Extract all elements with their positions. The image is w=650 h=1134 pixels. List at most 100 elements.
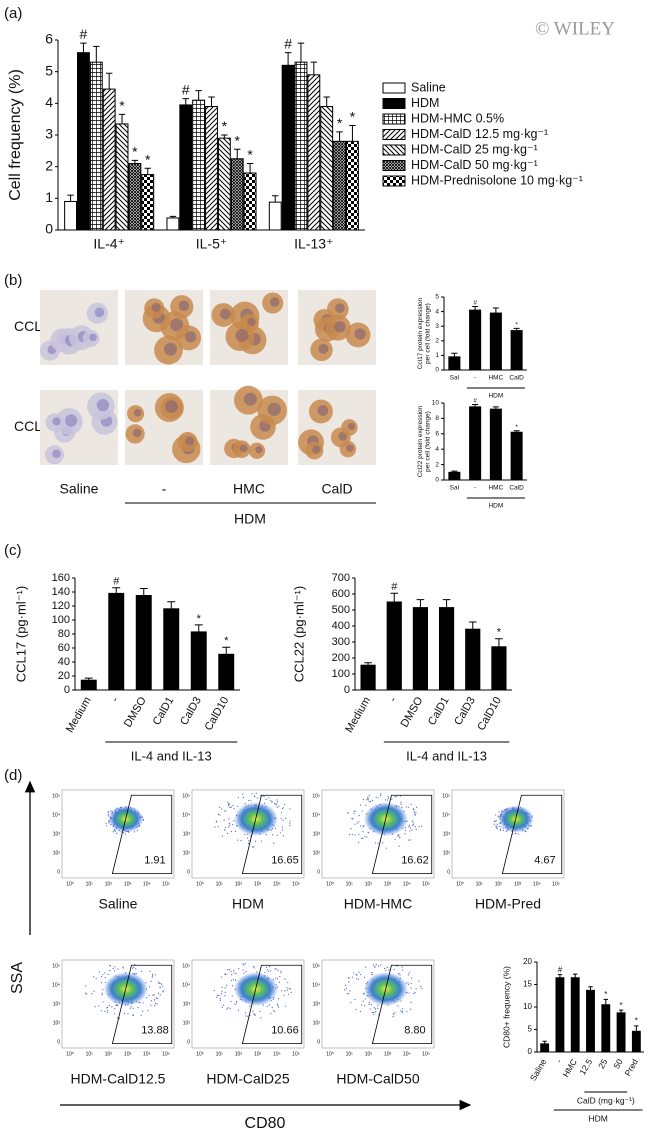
event: [368, 800, 370, 802]
event: [399, 974, 401, 976]
y-tick-label: 0: [64, 684, 70, 696]
event: [242, 796, 245, 798]
event: [404, 827, 407, 829]
event: [155, 997, 157, 999]
nucleus: [267, 402, 281, 416]
flow-x-tick: 10²: [495, 881, 503, 887]
event: [386, 799, 388, 801]
event: [282, 835, 284, 837]
event: [215, 821, 217, 823]
y-tick-label: 2: [435, 338, 439, 345]
event: [219, 806, 221, 809]
nucleus: [89, 333, 97, 342]
event: [157, 981, 159, 983]
significance-marker: #: [391, 581, 398, 593]
event: [358, 833, 360, 835]
event: [284, 978, 286, 980]
event: [100, 1010, 103, 1012]
gate: [241, 964, 303, 1044]
event: [101, 992, 103, 994]
flow-y-label: SSA: [9, 962, 26, 994]
event: [219, 997, 221, 999]
gate-value: 13.88: [141, 1024, 169, 1036]
event: [218, 813, 220, 815]
bar: [570, 977, 580, 1053]
flow-x-tick: 10²: [235, 881, 243, 887]
error-bar: [618, 1009, 624, 1013]
y-tick-label: 0: [435, 367, 439, 374]
event: [276, 799, 278, 801]
flow-x-tick: 10¹: [346, 1051, 354, 1057]
event: [132, 967, 134, 969]
event: [499, 828, 502, 830]
flow-label: Saline: [99, 896, 138, 912]
event: [354, 810, 356, 812]
event: [243, 972, 245, 974]
event: [371, 973, 373, 976]
flow-x-tick: 10⁴: [533, 881, 541, 887]
significance-marker: #: [558, 965, 563, 974]
y-tick-label: 20: [58, 670, 70, 682]
flow-x-tick: 10⁰: [196, 1051, 204, 1057]
event: [152, 975, 154, 977]
error-bar: [442, 599, 451, 608]
event: [374, 842, 376, 844]
event: [359, 804, 361, 806]
event: [223, 1004, 225, 1006]
event: [228, 822, 230, 824]
event: [146, 996, 148, 999]
legend-label: HDM-CalD 50 mg·kg⁻¹: [411, 158, 538, 172]
event: [248, 840, 250, 842]
event: [245, 1015, 247, 1017]
event: [365, 966, 367, 968]
event: [242, 969, 244, 971]
nucleus: [318, 343, 329, 354]
event: [249, 835, 251, 837]
error-bar: [492, 406, 499, 410]
y-tick-label: 2: [435, 461, 439, 468]
error-bar: [513, 327, 520, 331]
event: [102, 988, 104, 991]
x-tick-label: -: [109, 695, 121, 704]
event: [346, 993, 349, 995]
event: [248, 799, 250, 801]
y-tick-label: 400: [332, 620, 350, 632]
event: [252, 965, 255, 968]
event: [286, 989, 289, 991]
bar: [469, 309, 482, 371]
event: [116, 832, 118, 834]
nucleus: [178, 300, 190, 311]
bar: [438, 607, 455, 691]
flow-label: HDM-CalD12.5: [71, 1071, 166, 1087]
event: [140, 1014, 142, 1016]
event: [408, 972, 410, 974]
event: [276, 1003, 278, 1005]
event: [388, 969, 390, 971]
flow-x-tick: 10⁵: [292, 881, 300, 887]
bar: [448, 356, 461, 371]
flow-y-tick: 10⁵: [182, 963, 190, 969]
event: [348, 833, 351, 836]
event: [377, 1007, 379, 1009]
event: [240, 840, 242, 842]
event: [283, 994, 285, 996]
event: [268, 797, 270, 799]
y-tick-label: 160: [52, 572, 70, 584]
flow-x-tick: 10³: [384, 881, 392, 887]
flow-x-tick: 10¹: [216, 881, 224, 887]
bar: [448, 471, 461, 481]
flow-y-tick: 10³: [183, 1001, 191, 1007]
y-tick-label: 60: [58, 642, 70, 654]
event: [114, 1007, 116, 1010]
legend-swatch: [382, 175, 406, 187]
error-bar: [131, 159, 139, 164]
y-tick-label: 10: [432, 400, 440, 407]
event: [416, 806, 418, 808]
event: [288, 987, 290, 990]
bar: [586, 989, 595, 1053]
event: [226, 832, 229, 834]
error-bar: [80, 42, 87, 53]
bar: [179, 104, 193, 231]
x-tick-label: Sal: [450, 375, 460, 382]
event: [407, 839, 410, 841]
